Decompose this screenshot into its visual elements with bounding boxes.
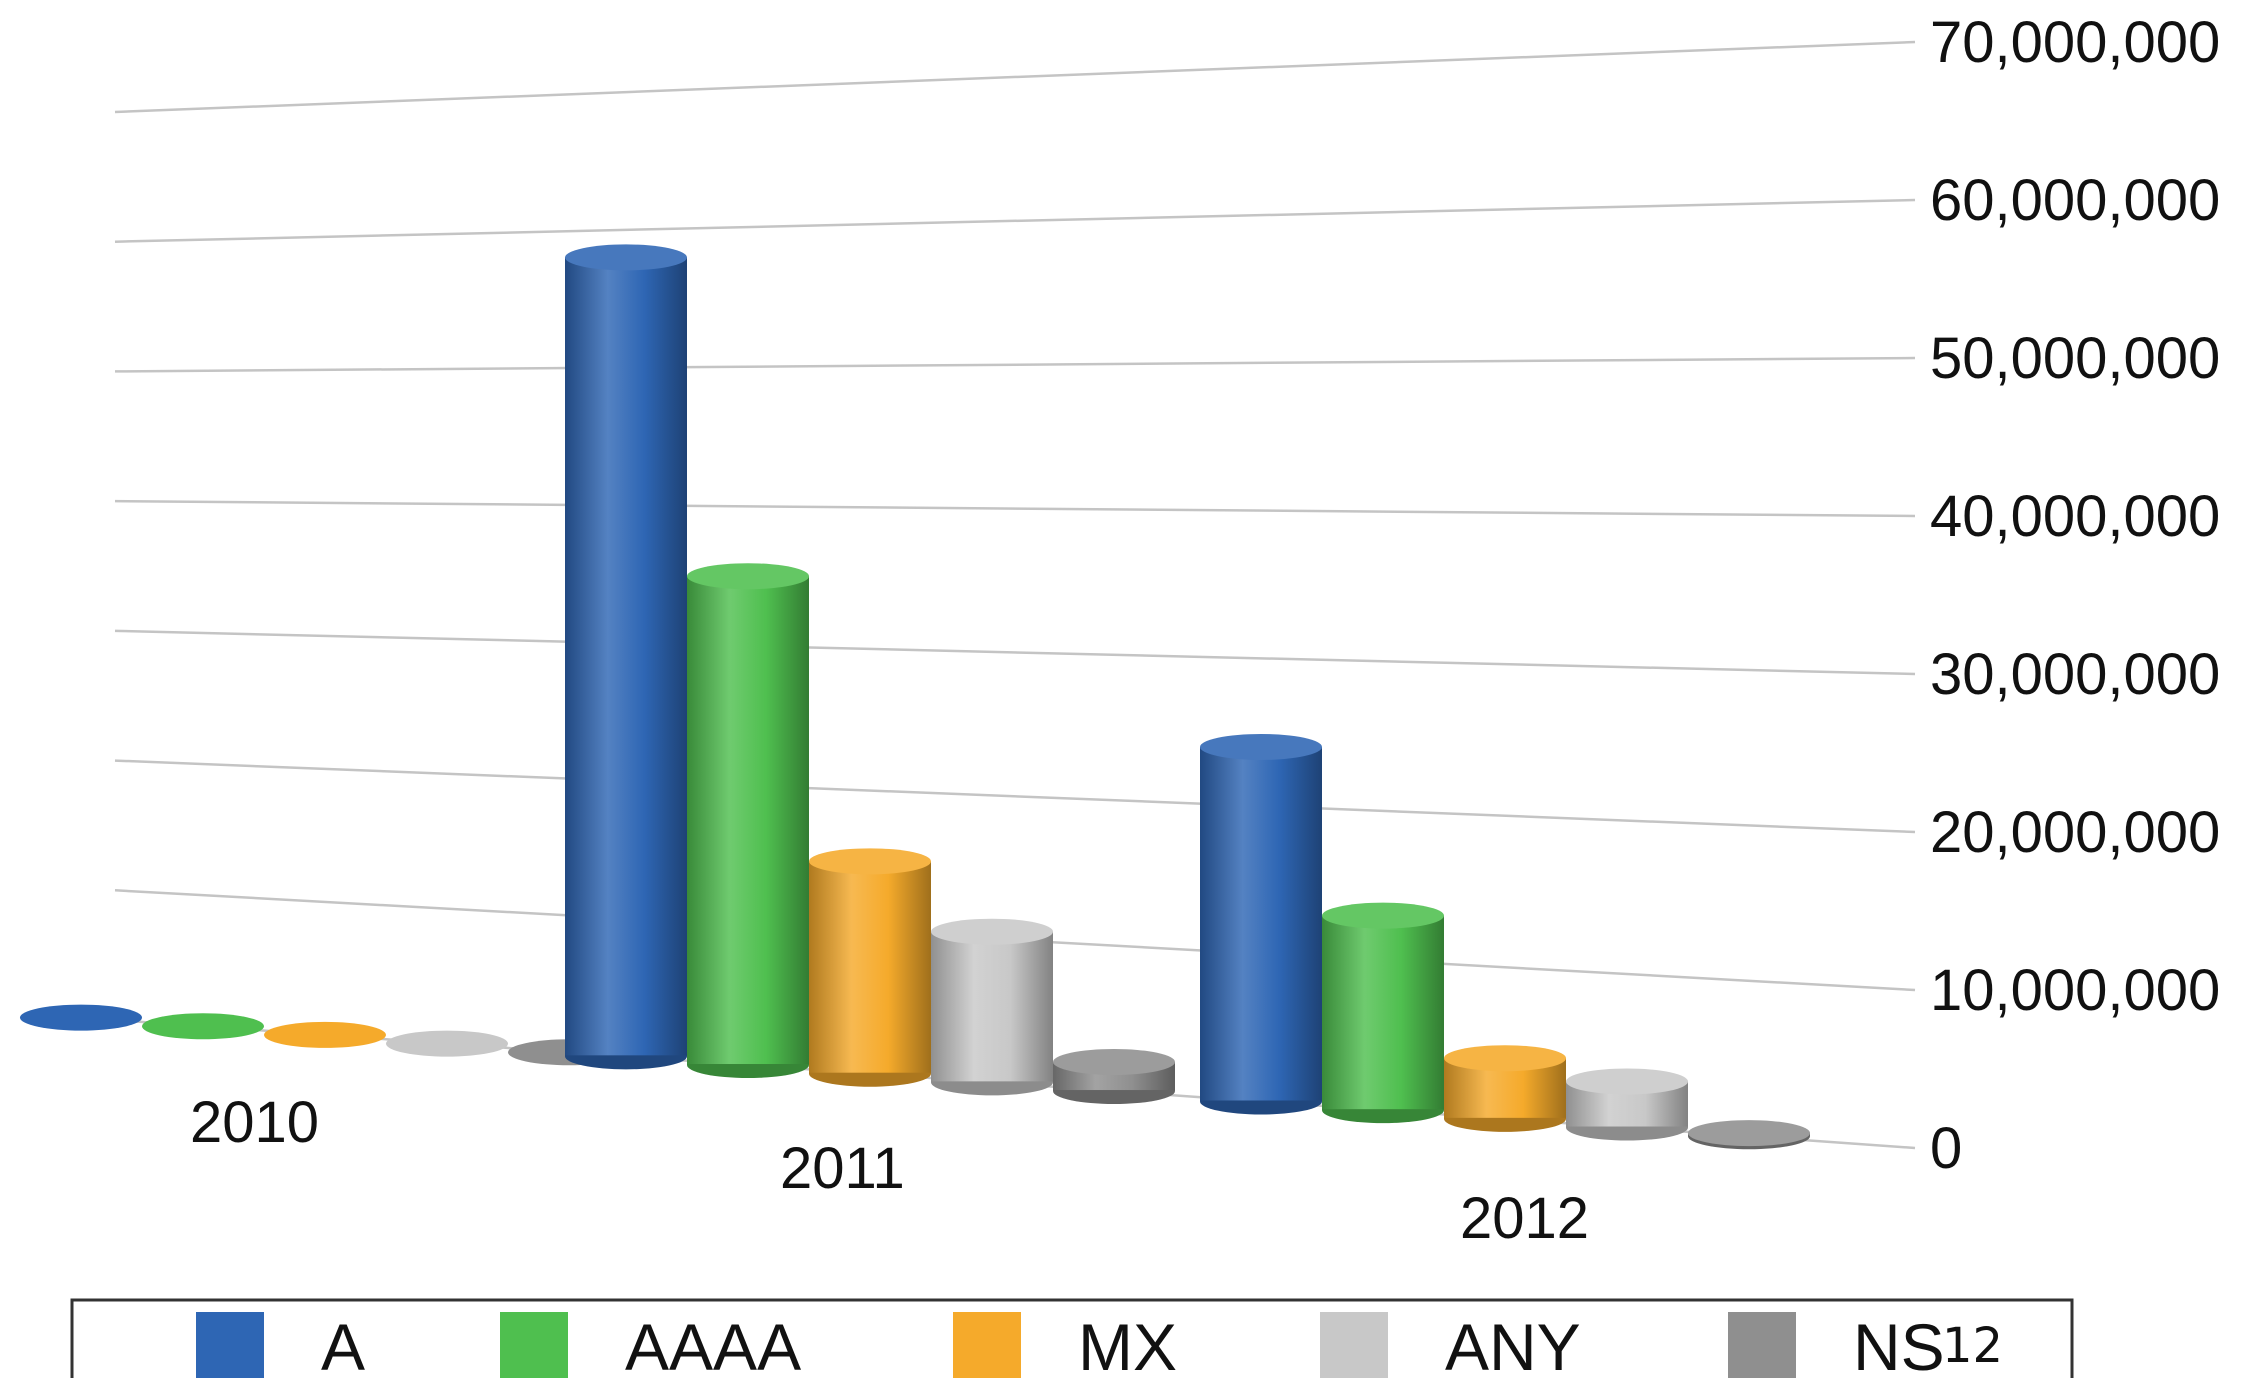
legend-label: A [321,1310,365,1378]
gridline [114,40,1916,114]
gridline [114,629,1916,676]
y-tick-label: 30,000,000 [1930,642,2220,707]
bars [20,244,1810,1150]
legend-swatch [953,1312,1021,1378]
legend-swatch [196,1312,264,1378]
bar-any-2012 [1566,1068,1688,1141]
x-tick-label: 2012 [1460,1186,1589,1251]
legend-item-ns: NS [1728,1310,1945,1378]
bar-ns-2012 [1688,1120,1810,1150]
gridline [114,356,1916,373]
y-tick-label: 50,000,000 [1930,326,2220,391]
legend-item-a: A [196,1310,365,1378]
gridlines [114,40,1916,1150]
bar-a-2012 [1200,733,1322,1115]
legend-swatch [500,1312,568,1378]
gridline [114,499,1916,518]
x-tick-label: 2011 [780,1136,905,1201]
gridline [114,198,1916,243]
legend-swatch [1728,1312,1796,1378]
bar-any-2010 [386,1030,508,1057]
y-tick-label: 60,000,000 [1930,168,2220,233]
legend-label: NS [1853,1310,1945,1378]
legend-label: ANY [1445,1310,1581,1378]
legend-item-mx: MX [953,1310,1177,1378]
gridline [114,759,1916,834]
bar-aaaa-2010 [142,1013,264,1040]
y-tick-label: 0 [1930,1116,1962,1181]
bar-aaaa-2011 [687,563,809,1079]
legend-swatch [1320,1312,1388,1378]
x-axis: 2010 2011 2012 [190,1090,1589,1251]
bar-a-2011 [565,244,687,1070]
y-tick-label: 40,000,000 [1930,484,2220,549]
legend-item-any: ANY [1320,1310,1581,1378]
bar-mx-2012 [1444,1045,1566,1132]
y-tick-label: 10,000,000 [1930,958,2220,1023]
bar-any-2011 [931,918,1053,1096]
bar-aaaa-2012 [1322,902,1444,1124]
bar-ns-2011 [1053,1048,1175,1105]
bar-mx-2010 [264,1021,386,1048]
y-tick-label: 70,000,000 [1930,10,2220,75]
y-tick-label: 20,000,000 [1930,800,2220,865]
slide-number: 12 [1942,1318,2003,1374]
bar-mx-2011 [809,848,931,1087]
legend-item-aaaa: AAAA [500,1310,801,1378]
x-tick-label: 2010 [190,1090,319,1155]
y-axis: 0 10,000,000 20,000,000 30,000,000 40,000,00… [1930,10,2220,1181]
legend-label: AAAA [625,1310,801,1378]
legend-label: MX [1078,1310,1177,1378]
bar-a-2010 [20,1004,142,1031]
legend: A AAAA MX ANY NS [70,1298,2074,1378]
